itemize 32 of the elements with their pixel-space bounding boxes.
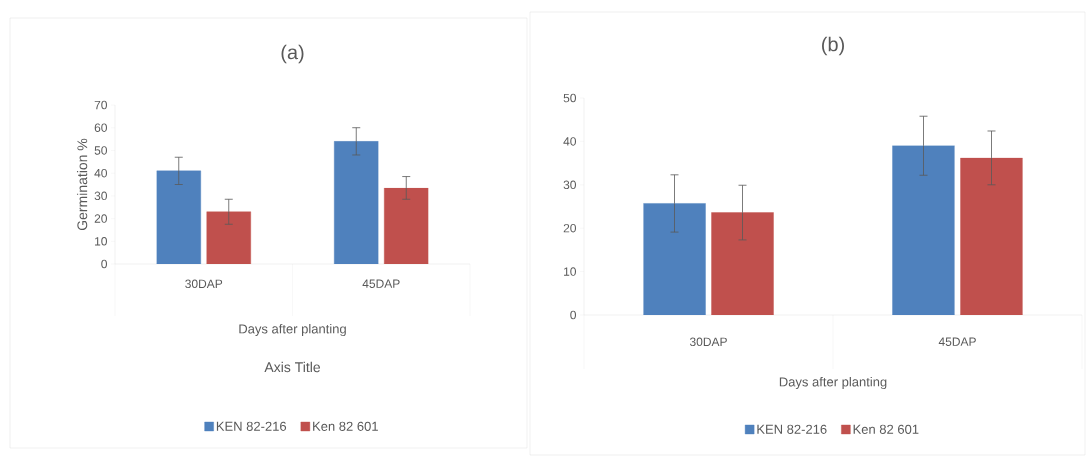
x-axis-title: Days after planting [239, 323, 346, 337]
chart-title: (b) [822, 36, 844, 56]
legend-label: KEN 82-216 [216, 421, 287, 431]
x-tick-label: 30DAP [689, 337, 727, 347]
y-tick-label: 70 [94, 100, 107, 110]
y-tick-label: 20 [94, 214, 107, 223]
text: Axis Title [264, 361, 321, 373]
bar [384, 187, 429, 264]
y-tick-label: 40 [94, 168, 107, 178]
y-tick-label: 60 [94, 123, 107, 132]
legend-label: KEN 82-216 [757, 424, 827, 434]
bar [960, 157, 1023, 315]
y-tick-label: 0 [101, 259, 107, 269]
y-tick-label: 50 [94, 146, 107, 155]
y-tick-label: 50 [563, 93, 577, 103]
x-tick-label: 45DAP [938, 337, 976, 346]
y-tick-label: 30 [563, 180, 577, 190]
y-axis-title: Germination % [76, 138, 88, 231]
y-tick-label: 40 [563, 137, 577, 146]
y-tick-label: 10 [564, 267, 577, 276]
y-tick-label: 10 [95, 237, 107, 246]
legend-label: Ken 82 601 [853, 424, 919, 434]
chart-title: (a) [281, 44, 304, 64]
bar [711, 212, 774, 315]
x-axis-title: Days after planting [779, 376, 887, 390]
bar [206, 211, 251, 264]
legend-label: Ken 82 601 [313, 421, 378, 431]
x-tick-label: 45DAP [362, 279, 400, 288]
x-tick-label: 30DAP [185, 279, 223, 289]
y-tick-label: 20 [563, 223, 577, 233]
y-tick-label: 30 [94, 191, 107, 201]
y-tick-label: 0 [570, 310, 577, 320]
